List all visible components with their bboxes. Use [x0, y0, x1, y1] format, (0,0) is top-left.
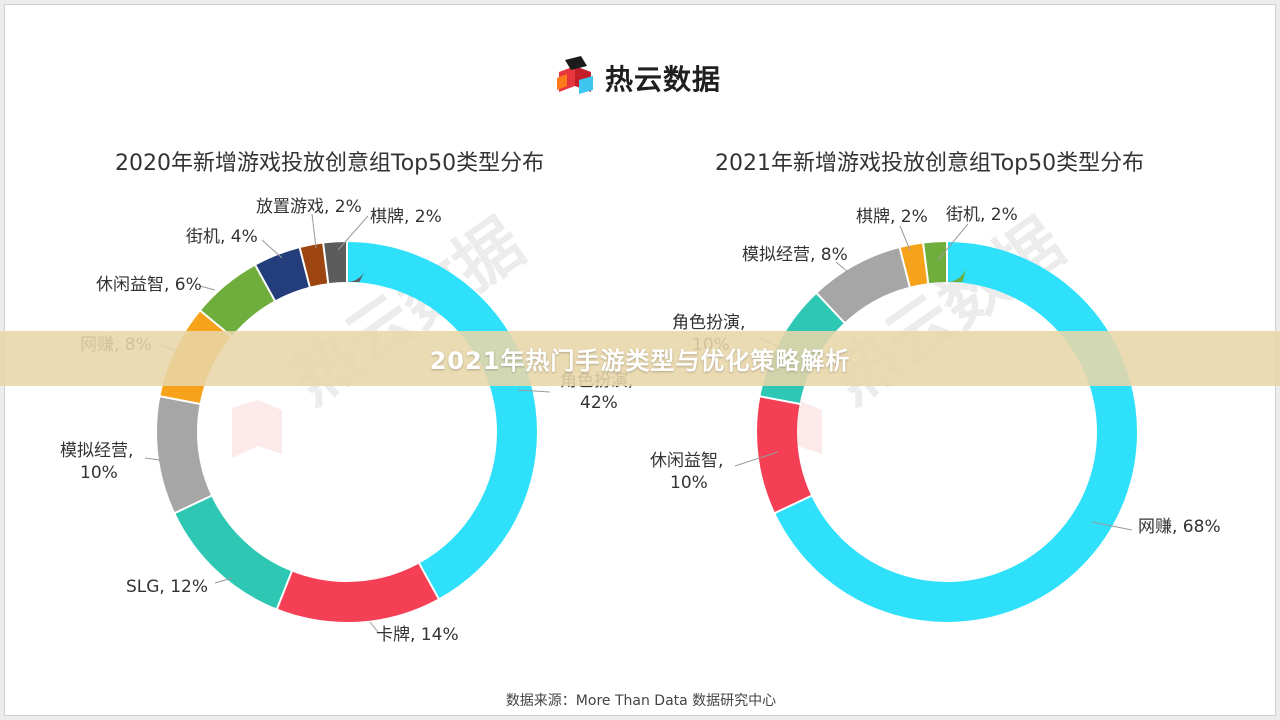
donut-slice	[157, 242, 537, 622]
leader-line	[369, 621, 379, 633]
leader-line	[835, 261, 849, 273]
donut-2020: 角色扮演,42%卡牌, 14%SLG, 12%模拟经营,10%网赚, 8%休闲益…	[60, 197, 633, 645]
leader-line	[937, 223, 969, 261]
slice-separator	[814, 291, 847, 325]
donut-slice	[157, 242, 537, 622]
slice-label: 街机, 2%	[946, 205, 1018, 225]
title-banner: 2021年热门手游类型与优化策略解析	[0, 331, 1280, 386]
slice-separator	[172, 494, 214, 515]
slice-label: 棋牌, 2%	[370, 207, 442, 227]
slice-label: 卡牌, 14%	[376, 625, 459, 645]
slice-label: 模拟经营, 8%	[742, 245, 848, 265]
leader-line	[734, 451, 779, 467]
leader-line	[144, 457, 161, 461]
slice-value-label: 10%	[80, 463, 118, 483]
slice-separator	[921, 241, 930, 286]
leader-line	[261, 239, 283, 259]
leader-line	[199, 285, 216, 291]
slice-separator	[772, 494, 814, 515]
leader-line	[517, 389, 551, 393]
slice-separator	[417, 561, 441, 601]
chart-title-2021: 2021年新增游戏投放创意组Top50类型分布	[715, 151, 1145, 176]
leader-line	[337, 215, 369, 251]
leader-line	[214, 577, 233, 584]
slice-separator	[758, 395, 802, 406]
chart-title-2020: 2020年新增游戏投放创意组Top50类型分布	[115, 151, 545, 176]
slice-label: 街机, 4%	[186, 227, 258, 247]
data-source: 数据来源：More Than Data 数据研究中心	[505, 693, 777, 709]
brand-logo-icon	[557, 56, 593, 94]
brand-logo: 热云数据	[553, 53, 721, 103]
slice-separator	[275, 569, 294, 611]
slice-separator	[253, 263, 277, 303]
donut-slice	[757, 242, 1137, 622]
slice-separator	[298, 245, 312, 289]
leader-line	[1091, 521, 1133, 531]
slice-value-label: 42%	[580, 393, 618, 413]
slice-label: 放置游戏, 2%	[256, 197, 362, 217]
banner-title: 2021年热门手游类型与优化策略解析	[429, 347, 851, 375]
slice-label: 网赚, 68%	[1138, 517, 1221, 537]
donut-2021: 网赚, 68%休闲益智,10%角色扮演,10%模拟经营, 8%棋牌, 2%街机,…	[650, 205, 1221, 622]
slice-label: 模拟经营,	[60, 441, 133, 461]
slice-separator	[898, 245, 912, 289]
slice-label: 角色扮演,	[672, 313, 745, 333]
brand-name: 热云数据	[605, 63, 722, 96]
leader-line	[899, 225, 911, 251]
slice-label: SLG, 12%	[126, 577, 208, 597]
watermark-logo-icon	[232, 400, 282, 458]
slice-label: 棋牌, 2%	[856, 207, 928, 227]
slice-separator	[158, 395, 202, 406]
slice-value-label: 10%	[670, 473, 708, 493]
slice-label: 休闲益智,	[650, 451, 723, 471]
slice-label: 休闲益智, 6%	[96, 275, 202, 295]
leader-line	[311, 213, 317, 249]
slice-separator	[321, 241, 330, 286]
